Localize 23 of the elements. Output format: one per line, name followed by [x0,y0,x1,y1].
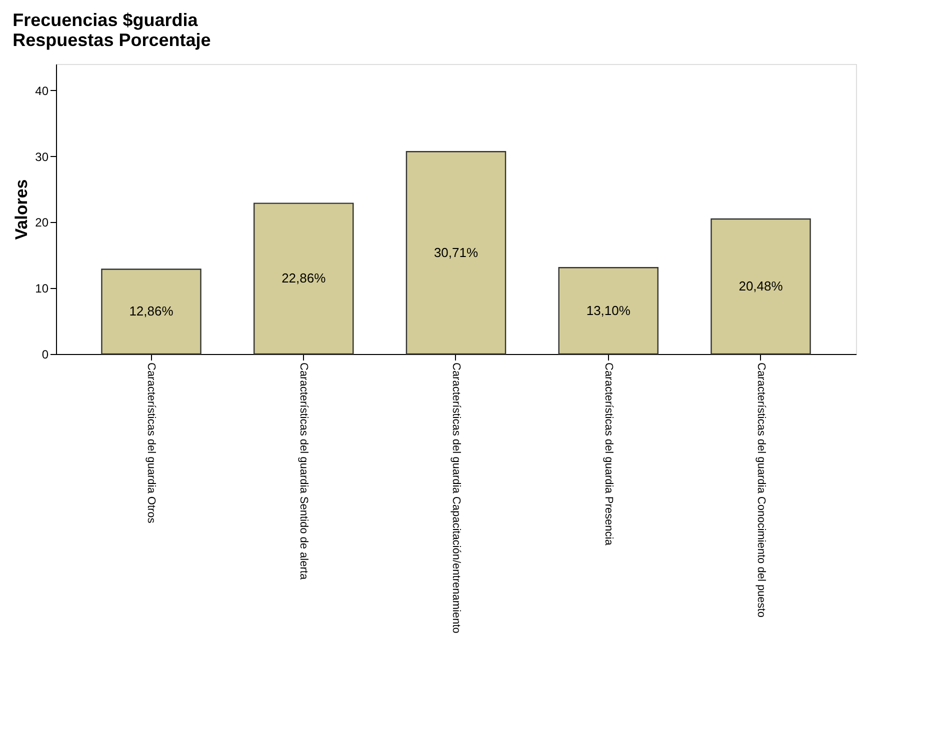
data-label: 22,86% [282,270,326,286]
data-label: 30,71% [434,244,478,260]
bar [253,202,354,355]
bar [101,268,202,355]
y-tick-label: 20 [35,216,49,230]
data-label: 12,86% [129,304,174,319]
bar [558,267,659,355]
text: Respuestas Porcentaje [12,30,211,50]
bar [406,150,506,355]
y-tick-label: 10 [35,282,49,296]
y-tick-label: 40 [35,84,49,98]
data-label: 20,48% [738,278,784,294]
x-tick-label: Características del guardia Conocimiento del puesto [754,362,767,618]
y-tick-label: 0 [42,348,49,362]
x-tick-label: Características del guardia Capacitación/entrenamiento [450,362,462,634]
x-tick-label: Características del guardia Otros [145,362,158,524]
x-tick-label: Características del guardia Presencia [602,362,614,546]
data-label: 13,10% [586,302,631,318]
x-tick-label: Características del guardia Sentido de alerta [298,362,310,580]
y-tick-label: 30 [35,150,49,164]
y-axis-title: Valores [12,179,32,240]
bar [710,218,811,355]
text: Frecuencias $guardia [12,10,198,30]
